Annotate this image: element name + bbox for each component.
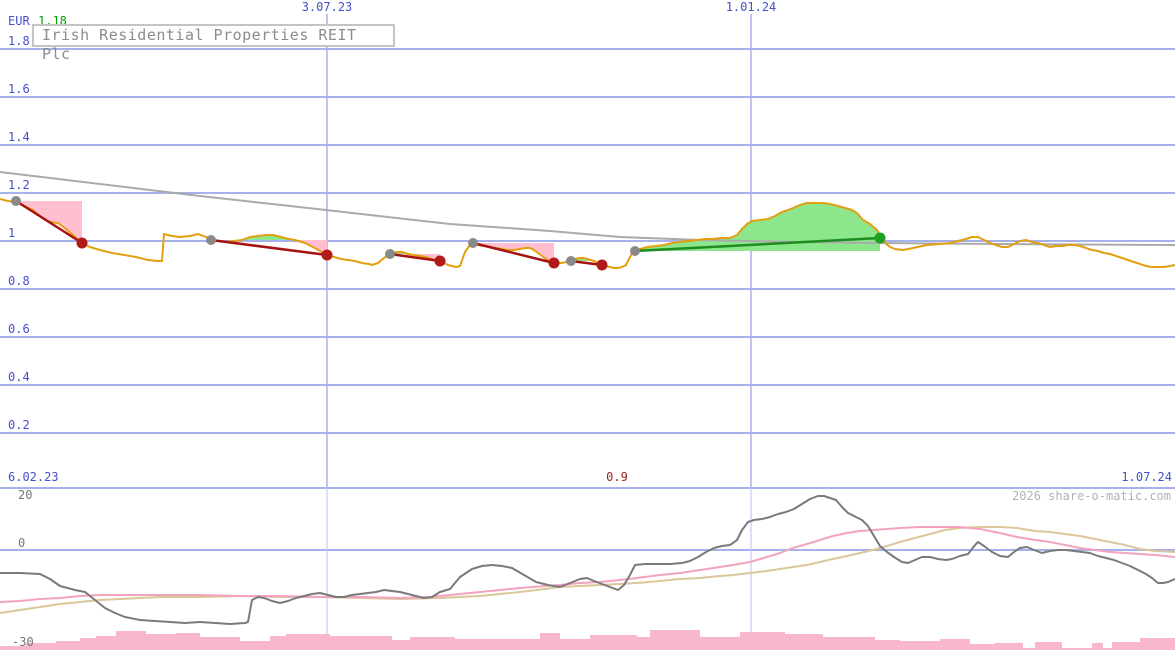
volume-bar	[0, 646, 26, 650]
volume-bar	[56, 641, 80, 650]
trade-entry-dot[interactable]	[385, 249, 395, 259]
volume-bar	[700, 637, 740, 650]
loss-fill	[16, 201, 82, 243]
trade-exit-dot-loss[interactable]	[548, 257, 560, 269]
profit-fill	[242, 235, 295, 240]
volume-bar	[1023, 648, 1035, 650]
volume-bar	[540, 633, 560, 650]
volume-bar	[1062, 648, 1092, 650]
volume-bar	[637, 637, 650, 650]
volume-bar	[590, 635, 637, 650]
loss-fill	[295, 240, 327, 255]
volume-bar	[970, 644, 995, 650]
volume-bar	[176, 633, 200, 650]
watermark: 2026 share-o-matic.com	[1012, 489, 1171, 503]
volume-bar	[392, 640, 410, 650]
volume-bar	[1092, 643, 1103, 650]
instrument-title: Irish Residential Properties REIT Plc	[42, 26, 357, 63]
loss-trade-line	[15, 199, 83, 245]
indicator-gray-line	[0, 495, 1175, 625]
volume-bar	[995, 643, 1023, 650]
volume-bar	[116, 631, 146, 650]
volume-bar	[875, 640, 900, 650]
volume-bar	[1140, 638, 1175, 650]
loss-trade-line	[389, 252, 441, 263]
volume-bar	[560, 639, 590, 650]
volume-bar	[330, 636, 392, 650]
loss-fill	[408, 254, 440, 261]
volume-bar	[1035, 642, 1062, 650]
volume-bar	[455, 639, 540, 650]
volume-bar	[146, 634, 176, 650]
currency-label: EUR	[8, 14, 30, 28]
volume-bar	[270, 636, 286, 650]
volume-bar	[1112, 642, 1140, 650]
win-trade-line	[634, 236, 881, 253]
volume-bar	[650, 630, 700, 650]
indicator-beige-line	[0, 526, 1175, 614]
volume-bar	[1103, 648, 1112, 650]
loss-trade-line	[472, 241, 555, 265]
indicator-pink-line	[0, 526, 1175, 603]
volume-bar	[823, 637, 875, 650]
volume-bar	[940, 639, 970, 650]
volume-bar	[80, 638, 96, 650]
trade-entry-dot[interactable]	[468, 238, 478, 248]
loss-trade-line	[210, 238, 328, 257]
volume-bar	[26, 643, 56, 650]
trade-exit-dot-loss[interactable]	[76, 237, 88, 249]
volume-bar	[410, 637, 455, 650]
volume-bar	[240, 641, 270, 650]
trade-entry-dot[interactable]	[11, 196, 21, 206]
volume-bar	[900, 641, 940, 650]
trade-entry-dot[interactable]	[206, 235, 216, 245]
trade-exit-dot-loss[interactable]	[321, 249, 333, 261]
volume-bar	[740, 632, 785, 650]
volume-bar	[96, 636, 116, 650]
trade-exit-dot-loss[interactable]	[596, 259, 608, 271]
trade-exit-dot-loss[interactable]	[434, 255, 446, 267]
trend-line	[0, 171, 1175, 246]
instrument-title-box: Irish Residential Properties REIT Plc	[32, 24, 395, 63]
profit-fill	[635, 203, 880, 251]
trade-exit-dot-win[interactable]	[874, 232, 886, 244]
price-line	[0, 198, 1175, 269]
trade-entry-dot[interactable]	[566, 256, 576, 266]
volume-bar	[200, 637, 240, 650]
volume-bar	[785, 634, 823, 650]
volume-bar	[286, 634, 330, 650]
loss-fill	[473, 243, 554, 263]
trade-entry-dot[interactable]	[630, 246, 640, 256]
